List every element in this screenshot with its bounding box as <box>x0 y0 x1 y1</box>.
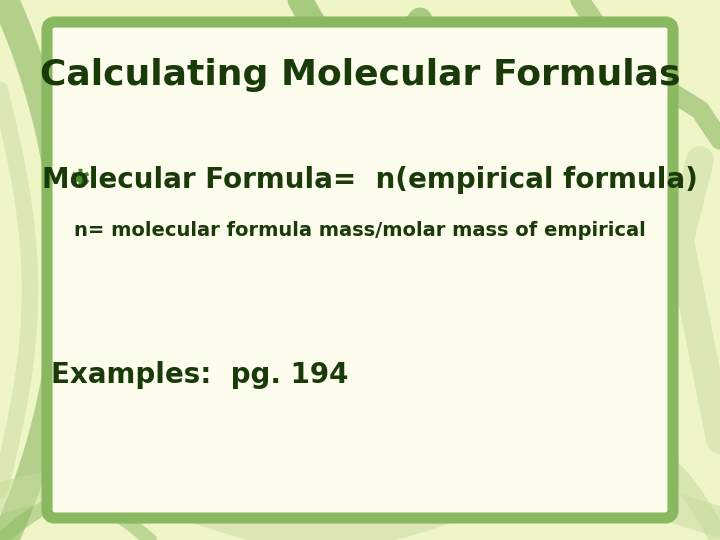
Text: n= molecular formula mass/molar mass of empirical: n= molecular formula mass/molar mass of … <box>74 220 646 240</box>
Text: ✱: ✱ <box>70 168 91 192</box>
Text: Calculating Molecular Formulas: Calculating Molecular Formulas <box>40 58 680 92</box>
Text: Molecular Formula=  n(empirical formula): Molecular Formula= n(empirical formula) <box>42 166 698 194</box>
FancyBboxPatch shape <box>47 22 673 518</box>
Text: Examples:  pg. 194: Examples: pg. 194 <box>51 361 348 389</box>
